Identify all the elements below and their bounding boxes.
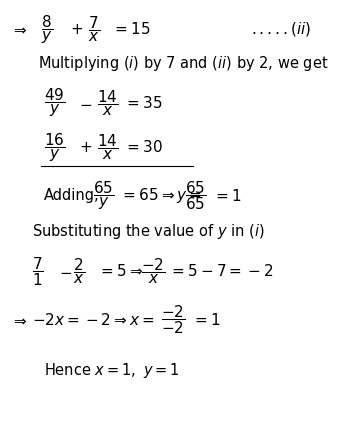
- Text: $+$: $+$: [70, 22, 83, 37]
- Text: $\Rightarrow$: $\Rightarrow$: [11, 312, 27, 327]
- Text: Multiplying $(i)$ by 7 and $(ii)$ by 2, we get: Multiplying $(i)$ by 7 and $(ii)$ by 2, …: [38, 54, 328, 73]
- Text: $= 5 \Rightarrow$: $= 5 \Rightarrow$: [98, 264, 143, 280]
- Text: $\dfrac{65}{65}$: $\dfrac{65}{65}$: [185, 179, 207, 212]
- Text: Substituting the value of $y$ in $(i)$: Substituting the value of $y$ in $(i)$: [32, 222, 264, 241]
- Text: $= 1$: $= 1$: [213, 188, 241, 204]
- Text: $+$: $+$: [79, 140, 92, 155]
- Text: $\dfrac{14}{x}$: $\dfrac{14}{x}$: [97, 88, 119, 118]
- Text: $= 65 \Rightarrow y =$: $= 65 \Rightarrow y =$: [120, 186, 202, 205]
- Text: $\dfrac{8}{y}$: $\dfrac{8}{y}$: [41, 13, 53, 46]
- Text: $= 1$: $= 1$: [192, 312, 221, 328]
- Text: $= 15$: $= 15$: [112, 21, 151, 37]
- Text: $\dfrac{14}{x}$: $\dfrac{14}{x}$: [97, 132, 119, 163]
- Text: $-$: $-$: [59, 264, 72, 279]
- Text: $\Rightarrow$: $\Rightarrow$: [11, 22, 27, 37]
- Text: Adding,: Adding,: [44, 188, 99, 203]
- Text: $= 5 - 7 = -2$: $= 5 - 7 = -2$: [169, 264, 273, 280]
- Text: $\dfrac{7}{1}$: $\dfrac{7}{1}$: [32, 255, 43, 288]
- Text: $.....(ii)$: $.....(ii)$: [251, 20, 311, 38]
- Text: $-$: $-$: [79, 95, 92, 111]
- Text: $\dfrac{65}{y}$: $\dfrac{65}{y}$: [93, 179, 114, 212]
- Text: $\dfrac{7}{x}$: $\dfrac{7}{x}$: [88, 14, 100, 44]
- Text: $= 30$: $= 30$: [125, 139, 164, 156]
- Text: $\dfrac{2}{x}$: $\dfrac{2}{x}$: [73, 257, 85, 286]
- Text: $-2x = -2 \Rightarrow x =$: $-2x = -2 \Rightarrow x =$: [32, 312, 154, 328]
- Text: $= 35$: $= 35$: [125, 95, 163, 111]
- Text: $\dfrac{16}{y}$: $\dfrac{16}{y}$: [44, 131, 65, 164]
- Text: $\dfrac{-2}{-2}$: $\dfrac{-2}{-2}$: [161, 303, 185, 336]
- Text: $\dfrac{49}{y}$: $\dfrac{49}{y}$: [44, 87, 65, 120]
- Text: $\dfrac{-2}{x}$: $\dfrac{-2}{x}$: [141, 257, 165, 286]
- Text: Hence $x = 1,\ y = 1$: Hence $x = 1,\ y = 1$: [44, 362, 180, 381]
